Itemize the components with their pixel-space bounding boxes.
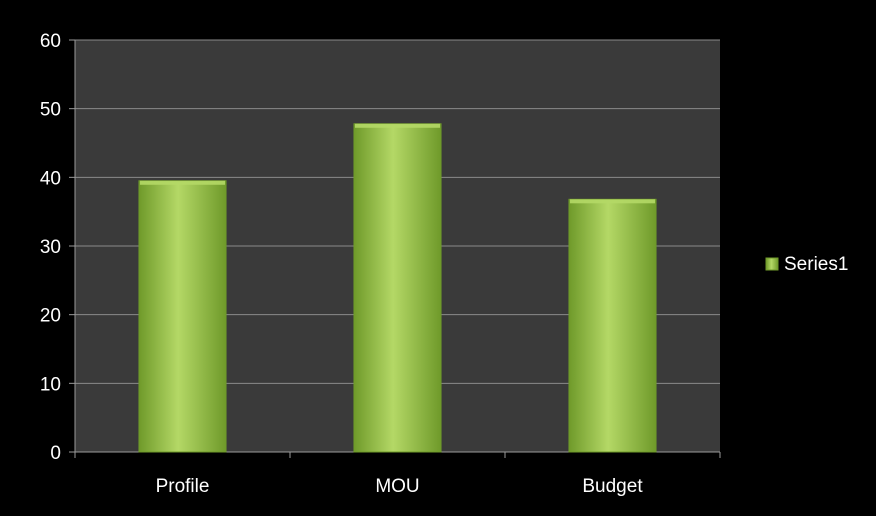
legend: Series1 [765, 254, 848, 275]
y-tick-label: 30 [40, 237, 61, 258]
y-tick-label: 60 [40, 31, 61, 52]
x-category-label: Budget [582, 476, 643, 497]
y-tick-label: 40 [40, 168, 61, 189]
y-tick-label: 50 [40, 100, 61, 121]
x-category-label: MOU [375, 476, 419, 497]
y-tick-label: 10 [40, 374, 61, 395]
y-tick-label: 20 [40, 306, 61, 327]
bars [138, 123, 657, 453]
bar-top-highlight [139, 180, 226, 185]
bar-top-highlight [354, 123, 441, 128]
x-category-label: Profile [156, 476, 210, 497]
bar-profile [138, 180, 227, 453]
legend-swatch [765, 257, 779, 271]
bar-mou [353, 123, 442, 453]
axis-labels: 0 10 20 30 40 50 60 Profile MOU Budget [40, 31, 643, 497]
legend-label: Series1 [784, 254, 848, 275]
bar-budget [568, 198, 657, 453]
y-tick-label: 0 [50, 443, 61, 464]
bar-top-highlight [569, 199, 656, 204]
